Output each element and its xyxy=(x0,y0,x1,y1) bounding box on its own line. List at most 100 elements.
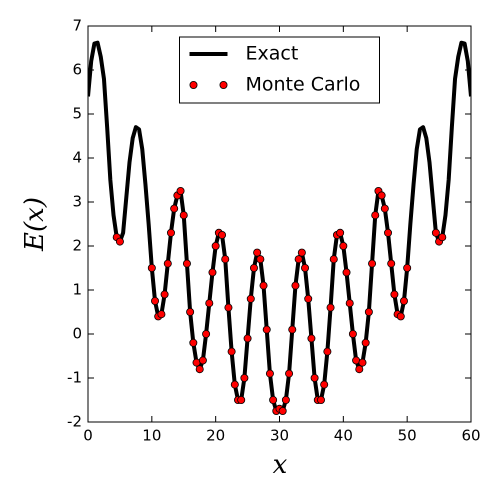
data-point xyxy=(195,365,204,374)
data-point xyxy=(390,290,399,299)
data-point xyxy=(147,263,156,272)
data-point xyxy=(166,228,175,237)
x-tick-label: 0 xyxy=(83,427,93,445)
data-point xyxy=(399,296,408,305)
data-point xyxy=(182,259,191,268)
data-point xyxy=(189,338,198,347)
x-tick-label: 50 xyxy=(398,427,417,445)
y-tick-label: 6 xyxy=(72,61,82,79)
y-tick-label: 0 xyxy=(72,325,82,343)
x-tick-label: 20 xyxy=(206,427,225,445)
data-point xyxy=(323,347,332,356)
legend-marker xyxy=(189,81,198,90)
data-point xyxy=(259,281,268,290)
y-tick-label: 1 xyxy=(72,281,82,299)
data-point xyxy=(278,406,287,415)
data-point xyxy=(316,395,325,404)
data-point xyxy=(431,228,440,237)
data-point xyxy=(371,211,380,220)
data-point xyxy=(339,241,348,250)
data-point xyxy=(237,395,246,404)
data-point xyxy=(438,233,447,242)
data-point xyxy=(342,268,351,277)
data-point xyxy=(202,329,211,338)
data-point xyxy=(403,263,412,272)
data-point xyxy=(218,230,227,239)
x-tick-label: 10 xyxy=(142,427,161,445)
data-point xyxy=(115,237,124,246)
x-axis-label: x xyxy=(273,450,288,480)
data-point xyxy=(179,211,188,220)
data-point xyxy=(281,395,290,404)
data-point xyxy=(384,228,393,237)
data-point xyxy=(170,204,179,213)
legend-label: Monte Carlo xyxy=(246,74,361,96)
data-point xyxy=(221,255,230,264)
data-point xyxy=(294,255,303,264)
y-tick-label: 3 xyxy=(72,193,82,211)
data-point xyxy=(358,358,367,367)
data-point xyxy=(205,299,214,308)
y-tick-label: 5 xyxy=(72,105,82,123)
data-point xyxy=(163,259,172,268)
data-point xyxy=(387,259,396,268)
data-point xyxy=(288,325,297,334)
x-tick-label: 60 xyxy=(461,427,480,445)
data-point xyxy=(336,228,345,237)
data-point xyxy=(368,259,377,268)
y-tick-label: -1 xyxy=(67,369,82,387)
data-point xyxy=(380,204,389,213)
data-point xyxy=(348,329,357,338)
data-point xyxy=(249,263,258,272)
data-point xyxy=(160,290,169,299)
data-point xyxy=(304,294,313,303)
data-point xyxy=(269,395,278,404)
data-point xyxy=(364,307,373,316)
data-point xyxy=(361,338,370,347)
data-point xyxy=(151,296,160,305)
data-point xyxy=(227,347,236,356)
data-point xyxy=(256,255,265,264)
data-point xyxy=(377,191,386,200)
data-point xyxy=(301,263,310,272)
data-point xyxy=(320,380,329,389)
y-tick-label: 2 xyxy=(72,237,82,255)
data-point xyxy=(307,334,316,343)
data-point xyxy=(297,248,306,257)
data-point xyxy=(262,325,271,334)
data-point xyxy=(265,369,274,378)
data-point xyxy=(246,294,255,303)
data-point xyxy=(326,303,335,312)
plot-frame xyxy=(87,25,472,423)
legend-label: Exact xyxy=(246,43,299,65)
legend-marker xyxy=(219,81,228,90)
data-point xyxy=(240,373,249,382)
data-point xyxy=(243,334,252,343)
y-tick-label: 7 xyxy=(72,17,82,35)
legend-box xyxy=(179,36,380,104)
data-point xyxy=(285,369,294,378)
data-point xyxy=(224,303,233,312)
data-point xyxy=(345,299,354,308)
data-point xyxy=(176,186,185,195)
data-point xyxy=(396,312,405,321)
data-point xyxy=(310,373,319,382)
data-point xyxy=(186,307,195,316)
data-point xyxy=(211,241,220,250)
data-point xyxy=(230,380,239,389)
data-point xyxy=(198,356,207,365)
x-tick-label: 40 xyxy=(334,427,353,445)
plot-area xyxy=(88,40,471,415)
data-point xyxy=(329,255,338,264)
y-tick-label: 4 xyxy=(72,149,82,167)
y-tick-label: -2 xyxy=(67,413,82,431)
data-point xyxy=(253,248,262,257)
data-point xyxy=(291,281,300,290)
data-point xyxy=(157,310,166,319)
y-axis-label: E(x) xyxy=(20,197,50,252)
x-tick-label: 30 xyxy=(270,427,289,445)
data-point xyxy=(208,268,217,277)
data-point xyxy=(355,365,364,374)
